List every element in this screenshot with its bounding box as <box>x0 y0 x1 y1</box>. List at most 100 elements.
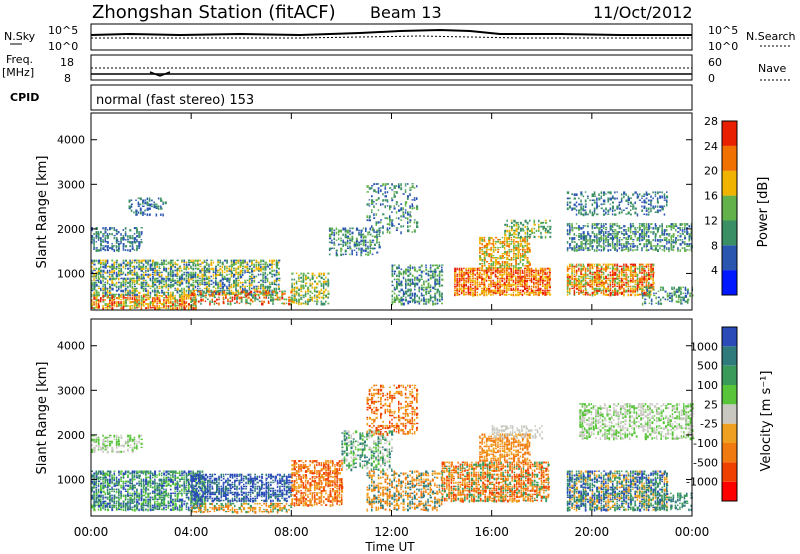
heatmap-cell <box>193 302 196 305</box>
heatmap-cell <box>242 267 244 270</box>
heatmap-cell <box>142 299 145 302</box>
heatmap-cell <box>138 297 140 299</box>
heatmap-cell <box>158 305 161 309</box>
heatmap-cell <box>147 307 149 309</box>
heatmap-cell <box>263 292 266 295</box>
heatmap-cell <box>371 209 373 211</box>
heatmap-cell <box>138 261 141 264</box>
heatmap-cell <box>454 283 456 285</box>
heatmap-cell <box>474 281 477 285</box>
heatmap-cell <box>104 283 106 287</box>
heatmap-cell <box>474 293 476 296</box>
heatmap-cell <box>573 265 576 268</box>
heatmap-cell <box>391 268 394 271</box>
heatmap-cell <box>454 285 457 288</box>
heatmap-cell <box>598 243 600 246</box>
heatmap-cell <box>404 211 407 214</box>
heatmap-cell <box>185 281 188 285</box>
heatmap-cell <box>571 275 573 279</box>
heatmap-cell <box>129 307 132 310</box>
heatmap-cell <box>331 229 333 232</box>
heatmap-cell <box>611 273 614 276</box>
heatmap-cell <box>629 273 633 277</box>
heatmap-cell <box>102 299 105 301</box>
heatmap-cell <box>93 285 96 289</box>
heatmap-cell <box>503 246 506 250</box>
heatmap-cell <box>233 285 235 288</box>
heatmap-cell <box>185 271 189 274</box>
heatmap-cell <box>510 227 513 230</box>
heatmap-cell <box>355 247 358 249</box>
heatmap-cell <box>142 305 145 307</box>
heatmap-cell <box>97 442 100 445</box>
heatmap-cell <box>647 271 650 274</box>
heatmap-cell <box>531 231 534 234</box>
heatmap-cell <box>367 253 370 256</box>
heatmap-cell <box>643 227 646 230</box>
heatmap-cell <box>104 504 107 508</box>
heatmap-cell <box>638 235 641 238</box>
heatmap-cell <box>192 273 195 276</box>
heatmap-cell <box>533 291 536 294</box>
heatmap-cell <box>104 259 107 263</box>
heatmap-cell <box>670 225 673 228</box>
heatmap-cell <box>118 245 120 247</box>
heatmap-cell <box>122 299 125 301</box>
heatmap-cell <box>521 269 524 273</box>
heatmap-cell <box>575 245 578 248</box>
heatmap-cell <box>687 298 690 301</box>
heatmap-cell <box>160 291 164 294</box>
heatmap-cell <box>521 293 524 297</box>
heatmap-cell <box>365 249 367 253</box>
heatmap-cell <box>311 296 314 300</box>
heatmap-cell <box>627 203 630 206</box>
heatmap-cell <box>634 211 637 215</box>
heatmap-cell <box>346 231 350 234</box>
heatmap-cell <box>641 229 643 233</box>
heatmap-cell <box>373 205 375 208</box>
heatmap-cell <box>405 290 408 293</box>
heatmap-cell <box>122 265 125 269</box>
heatmap-cell <box>221 287 224 290</box>
heatmap-cell <box>100 239 102 242</box>
heatmap-cell <box>688 243 691 246</box>
heatmap-cell <box>135 209 138 212</box>
heatmap-cell <box>304 276 308 280</box>
heatmap-cell <box>205 267 209 270</box>
heatmap-cell <box>456 275 458 277</box>
heatmap-cell <box>625 273 628 276</box>
heatmap-cell <box>147 293 149 296</box>
heatmap-cell <box>488 265 490 267</box>
heatmap-cell <box>138 245 141 248</box>
heatmap-cell <box>629 267 632 270</box>
heatmap-cell <box>436 266 440 270</box>
heatmap-cell <box>645 265 648 268</box>
heatmap-cell <box>636 237 639 240</box>
heatmap-cell <box>127 237 129 239</box>
heatmap-cell <box>463 289 465 292</box>
heatmap-cell <box>643 205 646 209</box>
heatmap-cell <box>425 290 428 294</box>
heatmap-cell <box>133 283 136 285</box>
heatmap-cell <box>257 281 260 283</box>
heatmap-cell <box>587 293 589 296</box>
heatmap-cell <box>634 227 636 230</box>
heatmap-cell <box>483 285 486 288</box>
heatmap-cell <box>458 275 461 278</box>
heatmap-cell <box>226 279 229 283</box>
heatmap-cell <box>139 211 142 215</box>
heatmap-cell <box>575 291 578 293</box>
heatmap-cell <box>129 438 131 442</box>
heatmap-cell <box>104 474 106 477</box>
heatmap-cell <box>627 247 630 250</box>
heatmap-cell <box>517 236 520 239</box>
heatmap-cell <box>398 223 400 225</box>
heatmap-cell <box>213 290 216 293</box>
heatmap-cell <box>131 271 134 273</box>
heatmap-cell <box>539 277 542 281</box>
heatmap-cell <box>95 436 98 440</box>
heatmap-cell <box>524 257 526 259</box>
heatmap-cell <box>438 272 441 276</box>
heatmap-cell <box>463 275 465 278</box>
heatmap-cell <box>106 492 110 495</box>
